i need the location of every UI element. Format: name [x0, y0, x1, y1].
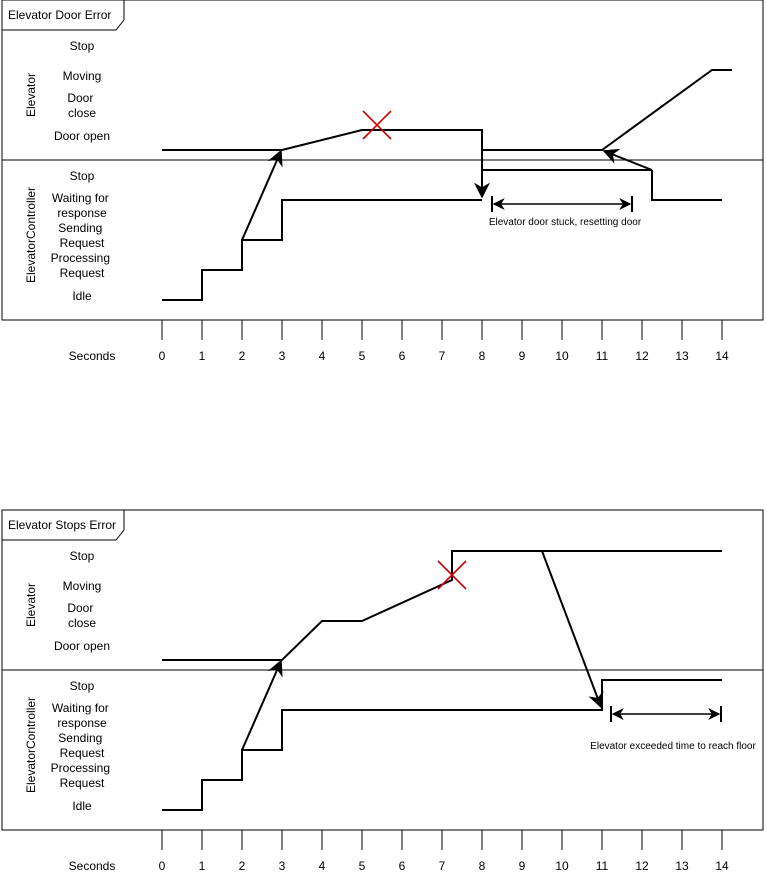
- axis-tick-label: 14: [715, 859, 729, 873]
- state-stop: Stop: [70, 169, 95, 183]
- axis-ticks: [161, 830, 723, 850]
- timing-diagram-door-error: Elevator Door Error Elevator ElevatorCon…: [1, 0, 764, 363]
- axis-tick-label: 5: [359, 859, 366, 873]
- axis-tick-label: 9: [519, 859, 526, 873]
- state-stop: Stop: [70, 679, 95, 693]
- state-waiting-for-response: Waiting for response: [52, 191, 112, 220]
- lifeline-elevator-controller: ElevatorController: [24, 187, 38, 283]
- axis-tick-label: 6: [399, 349, 406, 363]
- axis-ticks: [161, 320, 723, 340]
- message-arrow: [241, 149, 283, 241]
- state-sending-request: Sending Request: [58, 221, 105, 250]
- axis-tick-label: 7: [439, 859, 446, 873]
- axis-tick-label: 0: [159, 349, 166, 363]
- axis-tick-label: 1: [199, 859, 206, 873]
- axis-tick-label: 8: [479, 859, 486, 873]
- axis-tick-label: 0: [159, 859, 166, 873]
- message-arrow: [241, 659, 283, 751]
- axis-tick-label: 11: [596, 859, 609, 873]
- state-door-close: Door close: [67, 601, 96, 630]
- duration-annotation: Elevator exceeded time to reach floor: [590, 741, 756, 752]
- error-cross-icon: [362, 110, 392, 140]
- axis-label-seconds: Seconds: [69, 859, 116, 873]
- state-processing-request: Processing Request: [51, 251, 114, 280]
- axis-tick-label: 13: [675, 859, 689, 873]
- elevator-state-line: [162, 550, 722, 661]
- state-idle: Idle: [72, 799, 92, 813]
- error-cross-icon: [437, 560, 467, 590]
- axis-tick-label: 9: [519, 349, 526, 363]
- state-moving: Moving: [63, 579, 102, 593]
- axis-tick-label: 12: [635, 349, 649, 363]
- frame-title-tab: [2, 510, 125, 541]
- axis-tick-label: 2: [239, 349, 246, 363]
- state-door-open: Door open: [54, 639, 110, 653]
- state-door-open: Door open: [54, 129, 110, 143]
- axis-tick-label: 1: [199, 349, 206, 363]
- diagram-title: Elevator Door Error: [8, 8, 111, 22]
- controller-state-line: [162, 199, 482, 301]
- lifeline-elevator: Elevator: [24, 73, 38, 117]
- axis-tick-label: 3: [279, 859, 286, 873]
- state-door-close-line: close: [68, 106, 96, 120]
- axis-tick-label: 14: [715, 349, 729, 363]
- timing-diagram-stops-error: Elevator Stops Error Elevator ElevatorCo…: [1, 509, 764, 873]
- axis-tick-label: 3: [279, 349, 286, 363]
- axis-tick-label: 12: [635, 859, 649, 873]
- axis-tick-label: 8: [479, 349, 486, 363]
- message-arrow: [602, 148, 653, 171]
- axis-label-seconds: Seconds: [69, 349, 116, 363]
- lifeline-elevator-controller: ElevatorController: [24, 697, 38, 793]
- state-door-close-line: Door: [67, 91, 93, 105]
- axis-tick-label: 2: [239, 859, 246, 873]
- axis-tick-label: 11: [596, 349, 609, 363]
- elevator-state-line: [162, 69, 732, 151]
- frame-title-tab: [2, 0, 125, 31]
- axis-tick-label: 7: [439, 349, 446, 363]
- state-moving: Moving: [63, 69, 102, 83]
- state-stop: Stop: [70, 549, 95, 563]
- axis-tick-label: 6: [399, 859, 406, 873]
- axis-tick-label: 13: [675, 349, 689, 363]
- axis-tick-label: 4: [319, 349, 326, 363]
- diagram-title: Elevator Stops Error: [8, 518, 116, 532]
- message-arrow: [541, 550, 604, 709]
- axis-tick-label: 10: [555, 859, 569, 873]
- state-processing-request: Processing Request: [51, 761, 114, 790]
- axis-tick-label: 5: [359, 349, 366, 363]
- state-door-close: Door close: [67, 91, 96, 120]
- state-sending-request: Sending Request: [58, 731, 105, 760]
- controller-state-line: [651, 170, 722, 201]
- state-waiting-for-response: Waiting for response: [52, 701, 112, 730]
- duration-annotation: Elevator door stuck, resetting door: [489, 217, 642, 228]
- axis-tick-label: 4: [319, 859, 326, 873]
- state-stop: Stop: [70, 39, 95, 53]
- axis-tick-label: 10: [555, 349, 569, 363]
- state-idle: Idle: [72, 289, 92, 303]
- lifeline-elevator: Elevator: [24, 583, 38, 627]
